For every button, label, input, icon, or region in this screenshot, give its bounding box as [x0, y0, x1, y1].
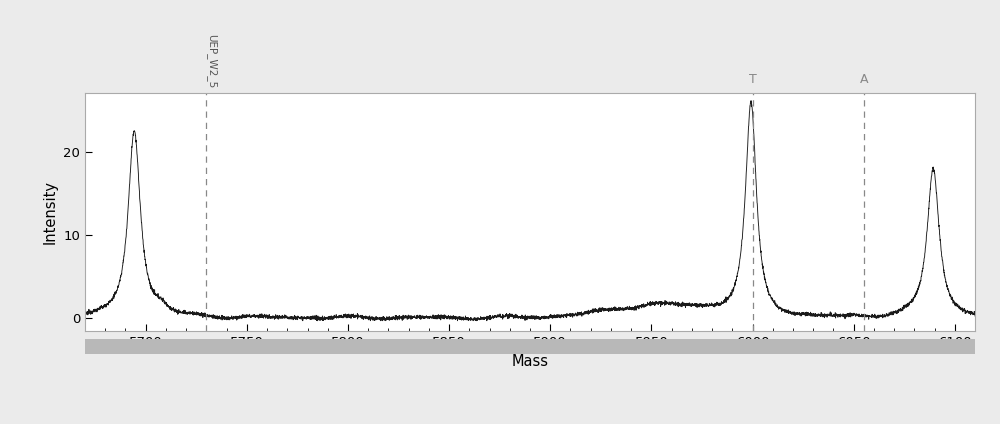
Text: A: A	[860, 73, 868, 86]
Text: T: T	[749, 73, 756, 86]
Y-axis label: Intensity: Intensity	[43, 180, 58, 244]
X-axis label: Mass: Mass	[512, 354, 548, 369]
Text: UEP_W2_5: UEP_W2_5	[206, 34, 217, 89]
